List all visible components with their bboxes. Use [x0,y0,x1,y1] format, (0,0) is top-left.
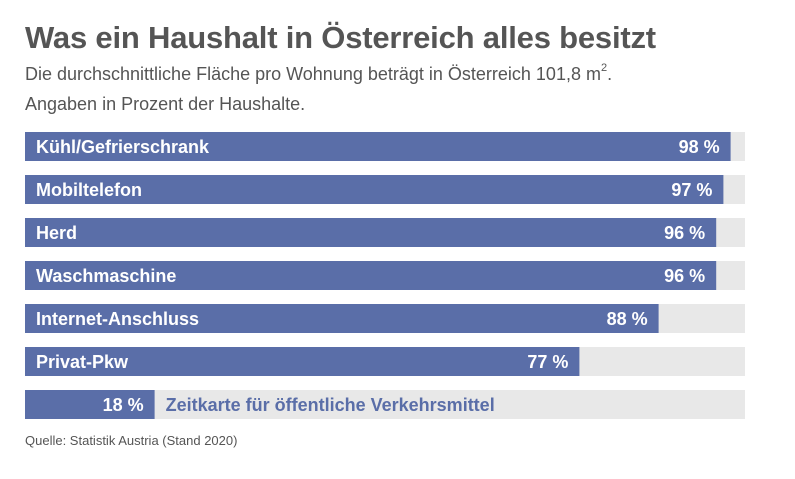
bar-row: Waschmaschine 96 % [25,261,745,290]
chart-unit-note: Angaben in Prozent der Haushalte. [25,94,306,114]
category-label: Kühl/Gefrierschrank [36,137,210,157]
bar-row: 18 % Zeitkarte für öffentliche Verkehrsmi… [25,390,745,419]
value-label: 96 % [664,223,705,243]
bar [25,304,659,333]
value-label: 88 % [607,309,648,329]
subtitle-text: Die durchschnittliche Fläche pro Wohnung… [25,64,601,84]
bar-row: Kühl/Gefrierschrank 98 % [25,132,745,161]
category-label: Mobiltelefon [36,180,142,200]
chart-title: Was ein Haushalt in Österreich alles bes… [25,20,656,55]
chart-subtitle: Die durchschnittliche Fläche pro Wohnung… [25,62,613,85]
subtitle-superscript: 2 [600,62,608,74]
bar-row: Mobiltelefon 97 % [25,175,745,204]
category-label: Herd [36,223,77,243]
value-label: 18 % [103,395,144,415]
value-label: 98 % [679,137,720,157]
bar [25,175,724,204]
bar [25,218,717,247]
bar [25,347,580,376]
source-note: Quelle: Statistik Austria (Stand 2020) [25,433,238,448]
bar-row: Herd 96 % [25,218,745,247]
bar [25,261,717,290]
category-label: Zeitkarte für öffentliche Verkehrsmittel [166,395,495,415]
category-label: Internet-Anschluss [36,309,199,329]
category-label: Waschmaschine [36,266,176,286]
category-label: Privat-Pkw [36,352,129,372]
subtitle-end: . [607,64,613,84]
bar [25,132,731,161]
value-label: 97 % [671,180,712,200]
bar-row: Internet-Anschluss 88 % [25,304,745,333]
value-label: 96 % [664,266,705,286]
bar-row: Privat-Pkw 77 % [25,347,745,376]
bar [25,390,155,419]
value-label: 77 % [527,352,568,372]
